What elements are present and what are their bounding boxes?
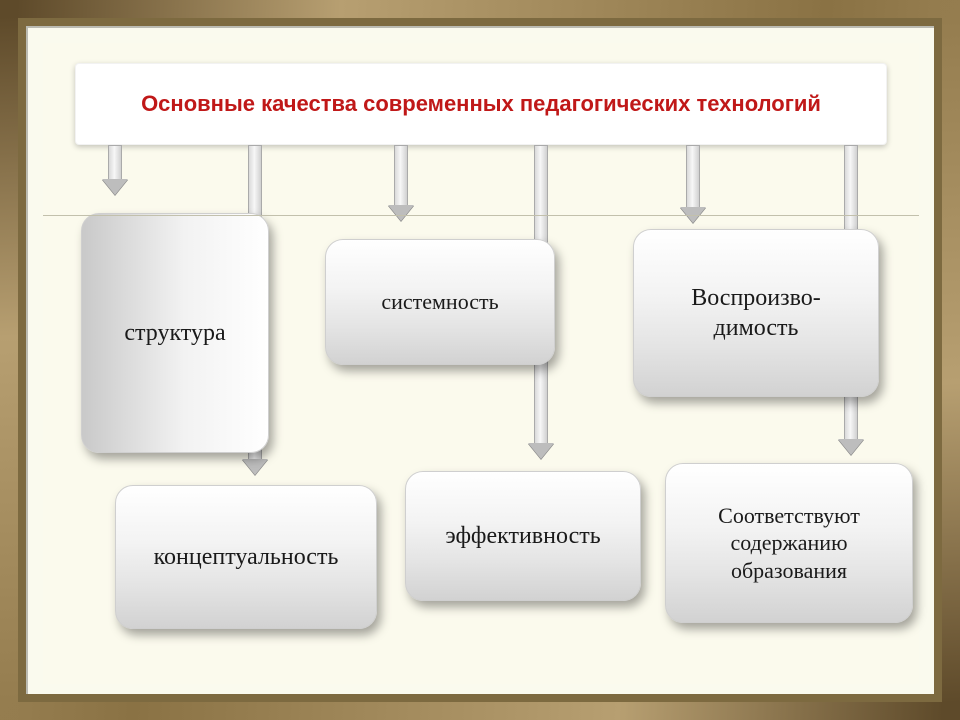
title-bar: Основные качества современных педагогиче…	[75, 63, 887, 145]
node-reproduce: Воспроизво- димость	[633, 229, 879, 397]
node-conceptual: концептуальность	[115, 485, 377, 629]
title-text: Основные качества современных педагогиче…	[141, 91, 821, 117]
decorative-frame: Основные качества современных педагогиче…	[0, 0, 960, 720]
inner-mat: Основные качества современных педагогиче…	[26, 26, 934, 694]
node-effective: эффективность	[405, 471, 641, 601]
node-correspond: Соответствуют содержанию образования	[665, 463, 913, 623]
arrow-0	[102, 145, 128, 195]
node-systemnost: системность	[325, 239, 555, 365]
node-structure: структура	[81, 213, 269, 453]
arrow-4	[680, 145, 706, 223]
diagram-canvas: Основные качества современных педагогиче…	[43, 43, 919, 684]
arrow-2	[388, 145, 414, 221]
